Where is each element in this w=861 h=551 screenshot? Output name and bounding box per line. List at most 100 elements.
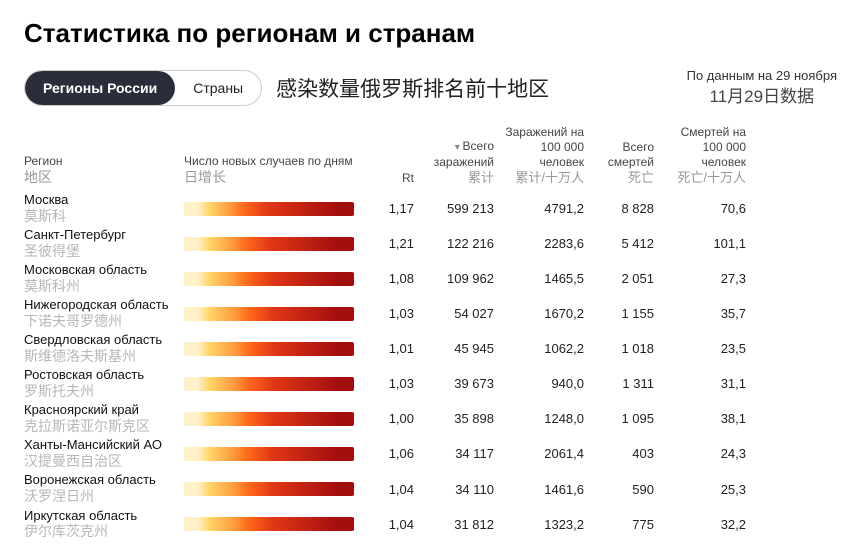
table-row[interactable]: Красноярский край克拉斯诺亚尔斯克区 1,00 35 898 1248… [24,400,837,435]
region-name-cn: 沃罗涅日州 [24,488,174,504]
col-total[interactable]: Всего заражений 累计 [424,139,494,186]
cell-per100: 2061,4 [504,446,584,461]
sparkline [184,307,354,321]
view-tabs: Регионы России Страны [24,70,262,106]
cell-total: 35 898 [424,411,494,426]
region-name-cn: 汉提曼西自治区 [24,453,174,469]
region-cell: Санкт-Петербург圣彼得堡 [24,228,174,259]
region-name-ru: Свердловская область [24,333,174,348]
col-total-cn: 累计 [424,170,494,186]
cell-per100: 1062,2 [504,341,584,356]
cell-per100: 1323,2 [504,517,584,532]
cell-deaths: 1 095 [594,411,654,426]
sparkline [184,412,354,426]
region-name-ru: Нижегородская область [24,298,174,313]
cell-total: 34 110 [424,482,494,497]
tab-countries[interactable]: Страны [175,71,261,105]
col-region[interactable]: Регион 地区 [24,154,174,187]
cell-rt: 1,03 [374,376,414,391]
cell-rt: 1,08 [374,271,414,286]
cell-per100: 2283,6 [504,236,584,251]
col-per100-ru: Заражений на 100 000 человек [504,125,584,170]
cell-deaths: 1 311 [594,376,654,391]
col-total-ru: Всего заражений [424,139,494,170]
cell-deaths: 1 155 [594,306,654,321]
cell-total: 45 945 [424,341,494,356]
cell-per100: 4791,2 [504,201,584,216]
cell-deaths: 5 412 [594,236,654,251]
cell-rt: 1,06 [374,446,414,461]
region-name-cn: 斯维德洛夫斯基州 [24,348,174,364]
cell-total: 109 962 [424,271,494,286]
table-row[interactable]: Нижегородская область下诺夫哥罗德州1,0354 02716… [24,295,837,330]
cell-total: 31 812 [424,517,494,532]
table-row[interactable]: Иркутская область伊尔库茨克州1,0431 8121323,27… [24,506,837,541]
region-name-cn: 下诺夫哥罗德州 [24,313,174,329]
region-cell: Ростовская область罗斯托夫州 [24,368,174,399]
col-spark: Число новых случаев по дням 日增长 [184,154,364,187]
cell-deaths: 403 [594,446,654,461]
region-name-ru: Москва [24,193,174,208]
sparkline [184,377,354,391]
cell-deaths: 2 051 [594,271,654,286]
col-rt[interactable]: Rt [374,171,414,186]
col-per100[interactable]: Заражений на 100 000 человек 累计/十万人 [504,125,584,186]
region-name-ru: Ханты-Мансийский АО [24,438,174,453]
cell-dper100: 25,3 [664,482,746,497]
region-name-cn: 莫斯科 [24,208,174,224]
sparkline [184,482,354,496]
cell-per100: 940,0 [504,376,584,391]
region-name-ru: Иркутская область [24,509,174,524]
page-title: Статистика по регионам и странам [24,18,837,49]
cell-deaths: 590 [594,482,654,497]
region-cell: Красноярский край克拉斯诺亚尔斯克区 [24,403,174,434]
col-region-cn: 地区 [24,169,174,187]
table-row[interactable]: Воронежская область沃罗涅日州1,0434 1101461,6… [24,470,837,505]
sparkline [184,447,354,461]
col-deaths-ru: Всего смертей [594,140,654,170]
as-of-cn: 11月29日数据 [687,85,837,109]
region-cell: Нижегородская область下诺夫哥罗德州 [24,298,174,329]
cell-total: 122 216 [424,236,494,251]
as-of-date: По данным на 29 ноября 11月29日数据 [687,67,837,109]
col-deaths[interactable]: Всего смертей 死亡 [594,140,654,186]
sparkline [184,272,354,286]
cell-per100: 1248,0 [504,411,584,426]
region-name-ru: Красноярский край [24,403,174,418]
subtitle-cn: 感染数量俄罗斯排名前十地区 [276,73,549,103]
sparkline [184,342,354,356]
col-dper100-ru: Смертей на 100 000 человек [664,125,746,170]
cell-deaths: 8 828 [594,201,654,216]
cell-dper100: 32,2 [664,517,746,532]
cell-total: 599 213 [424,201,494,216]
table-row[interactable]: Свердловская область斯维德洛夫斯基州1,0145 94510… [24,330,837,365]
table-row[interactable]: Ростовская область罗斯托夫州1,0339 673940,01 … [24,365,837,400]
col-dper100-cn: 死亡/十万人 [664,170,746,186]
col-per100-cn: 累计/十万人 [504,170,584,186]
region-cell: Иркутская область伊尔库茨克州 [24,509,174,540]
col-dper100[interactable]: Смертей на 100 000 человек 死亡/十万人 [664,125,746,186]
table-row[interactable]: Московская область莫斯科州1,08109 9621465,52… [24,260,837,295]
cell-rt: 1,04 [374,517,414,532]
sparkline [184,202,354,216]
cell-per100: 1465,5 [504,271,584,286]
cell-dper100: 38,1 [664,411,746,426]
cell-dper100: 31,1 [664,376,746,391]
sparkline [184,517,354,531]
region-cell: Свердловская область斯维德洛夫斯基州 [24,333,174,364]
table-row[interactable]: Санкт-Петербург圣彼得堡1,21122 2162283,65 41… [24,225,837,260]
tab-regions[interactable]: Регионы России [25,71,175,105]
cell-rt: 1,00 [374,411,414,426]
sparkline [184,237,354,251]
table-row[interactable]: Ханты-Мансийский АО汉提曼西自治区1,0634 1172061… [24,435,837,470]
controls-row: Регионы России Страны 感染数量俄罗斯排名前十地区 По д… [24,67,837,109]
cell-total: 54 027 [424,306,494,321]
region-name-cn: 克拉斯诺亚尔斯克区 [24,418,174,434]
region-cell: Москва莫斯科 [24,193,174,224]
cell-rt: 1,04 [374,482,414,497]
col-spark-cn: 日增长 [184,169,364,187]
col-rt-ru: Rt [374,171,414,186]
table-row[interactable]: Москва莫斯科1,17599 2134791,28 82870,6 [24,190,837,225]
cell-dper100: 23,5 [664,341,746,356]
stats-table: Регион 地区 Число новых случаев по дням 日增… [24,119,837,541]
